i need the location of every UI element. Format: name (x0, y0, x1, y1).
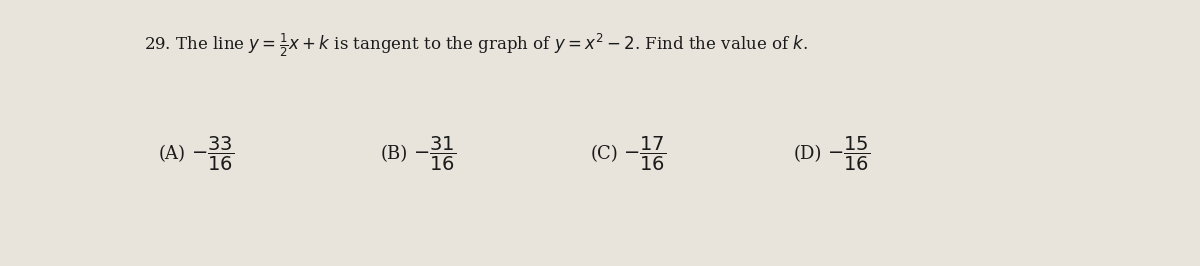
Text: (A): (A) (158, 145, 186, 163)
Text: 29. The line $y = \frac{1}{2}x + k$ is tangent to the graph of $y = x^2 - 2$. Fi: 29. The line $y = \frac{1}{2}x + k$ is t… (144, 32, 808, 59)
Text: $-\dfrac{15}{16}$: $-\dfrac{15}{16}$ (827, 135, 870, 173)
Text: $-\dfrac{31}{16}$: $-\dfrac{31}{16}$ (413, 135, 456, 173)
Text: (D): (D) (793, 145, 822, 163)
Text: $-\dfrac{33}{16}$: $-\dfrac{33}{16}$ (191, 135, 234, 173)
Text: (B): (B) (380, 145, 408, 163)
Text: (C): (C) (590, 145, 618, 163)
Text: $-\dfrac{17}{16}$: $-\dfrac{17}{16}$ (623, 135, 666, 173)
